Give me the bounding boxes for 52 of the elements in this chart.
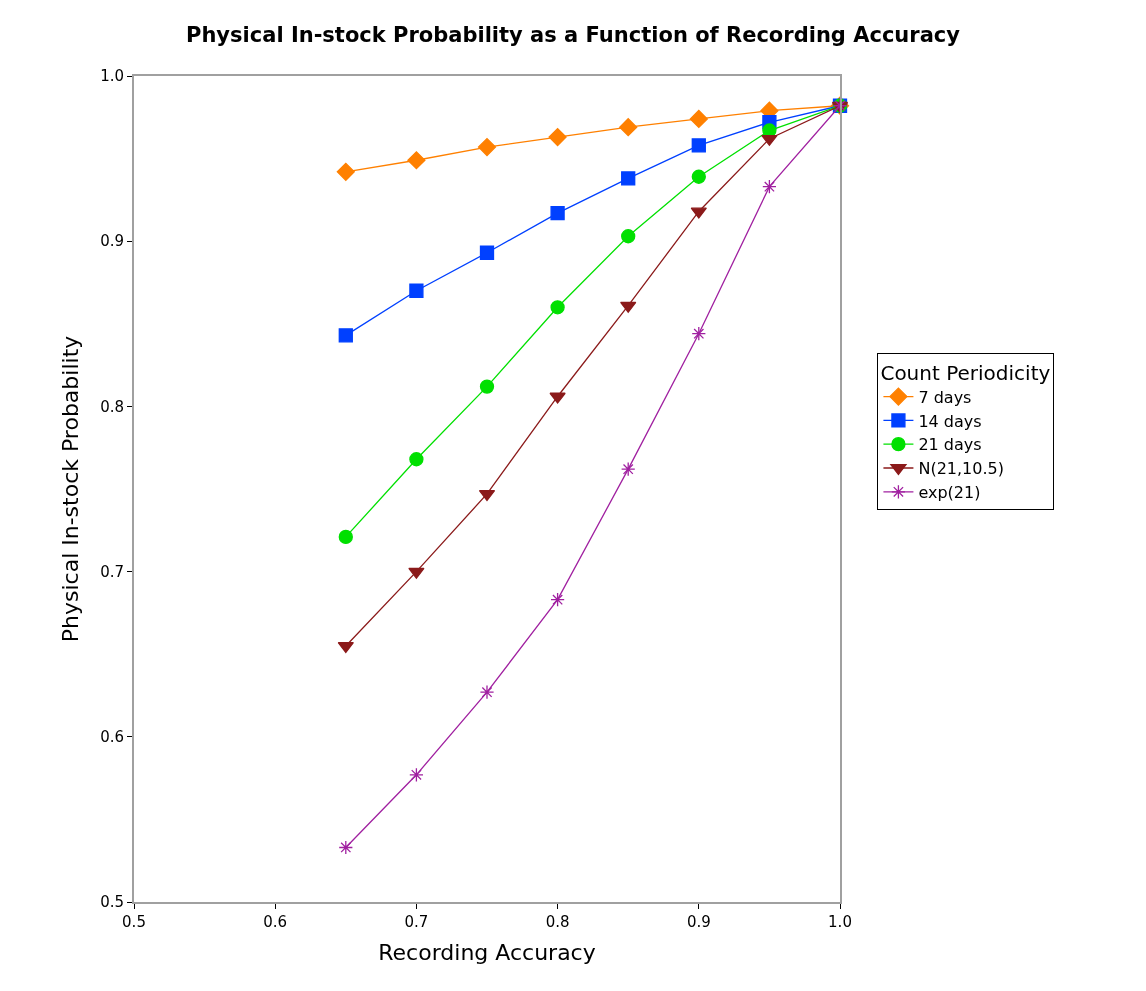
point bbox=[407, 151, 426, 170]
point bbox=[621, 171, 636, 186]
point bbox=[761, 134, 778, 146]
y-tick-label: 0.8 bbox=[100, 397, 124, 416]
point bbox=[691, 169, 706, 184]
legend-label: 21 days bbox=[918, 435, 982, 455]
legend-label: 7 days bbox=[918, 387, 972, 407]
point bbox=[619, 118, 638, 137]
point bbox=[479, 684, 495, 700]
legend-title: Count Periodicity bbox=[880, 360, 1051, 385]
point bbox=[550, 592, 565, 607]
y-tick-label: 0.9 bbox=[100, 232, 124, 251]
y-tick-label: 0.7 bbox=[100, 562, 124, 581]
point bbox=[691, 326, 707, 341]
x-tick-label: 0.7 bbox=[404, 913, 429, 931]
y-tick-label: 0.5 bbox=[100, 893, 124, 912]
y-axis-title: Physical In-stock Probability bbox=[58, 335, 84, 643]
point bbox=[338, 529, 353, 545]
legend-label: 14 days bbox=[918, 411, 982, 431]
point bbox=[409, 283, 424, 298]
point bbox=[549, 392, 566, 404]
y-tick-label: 0.6 bbox=[100, 728, 124, 747]
legend-label: exp(21) bbox=[918, 483, 981, 503]
point bbox=[338, 328, 353, 343]
point bbox=[409, 767, 424, 783]
point bbox=[620, 301, 637, 313]
point bbox=[620, 461, 636, 477]
point bbox=[477, 137, 497, 157]
point bbox=[691, 138, 706, 153]
point bbox=[690, 207, 707, 219]
point bbox=[550, 300, 565, 315]
x-axis-title: Recording Accuracy bbox=[378, 940, 596, 966]
legend-label: N(21,10.5) bbox=[918, 459, 1004, 479]
x-tick-label: 0.6 bbox=[263, 913, 288, 931]
point bbox=[338, 840, 354, 855]
x-tick-label: 0.5 bbox=[122, 913, 146, 931]
chart-title: Physical In-stock Probability as a Function of Recording Accuracy bbox=[186, 23, 961, 48]
x-tick-label: 0.8 bbox=[545, 913, 570, 931]
point bbox=[409, 452, 424, 467]
y-tick-label: 1.0 bbox=[100, 67, 124, 86]
point bbox=[408, 567, 425, 579]
point bbox=[689, 109, 708, 129]
point bbox=[336, 162, 355, 181]
point bbox=[762, 179, 777, 194]
point bbox=[337, 642, 354, 654]
point bbox=[550, 205, 565, 221]
point bbox=[479, 245, 495, 260]
point bbox=[479, 379, 495, 394]
x-tick-label: 0.9 bbox=[686, 913, 711, 931]
x-tick-label: 1.0 bbox=[828, 913, 852, 931]
point bbox=[621, 229, 636, 244]
point bbox=[548, 128, 567, 147]
